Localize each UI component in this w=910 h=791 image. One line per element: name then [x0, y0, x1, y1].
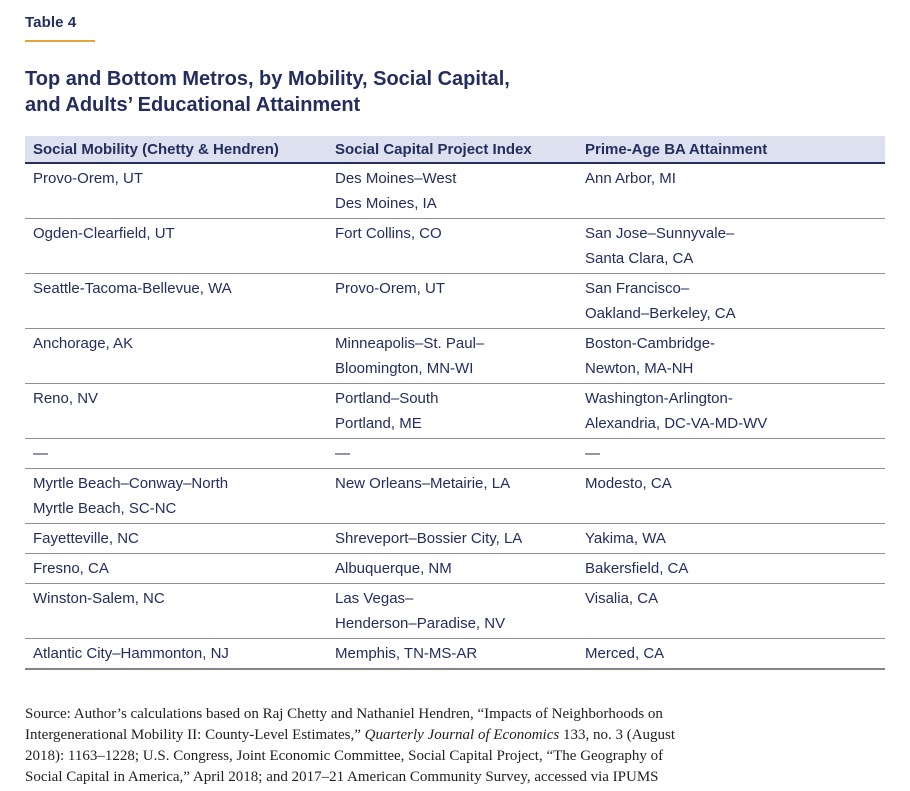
table-cell: Seattle-Tacoma-Bellevue, WA [25, 273, 327, 329]
table-row: — — — [25, 438, 885, 469]
table-body: Provo-Orem, UT Des Moines–West Des Moines,… [25, 163, 885, 670]
column-header-social-capital-index: Social Capital Project Index [327, 136, 577, 164]
table-cell: Reno, NV [25, 383, 327, 439]
table-cell: — [327, 438, 577, 469]
table-cell: Bakersfield, CA [577, 553, 885, 584]
table-cell: Minneapolis–St. Paul– Bloomington, MN-WI [327, 328, 577, 384]
accent-underline [25, 40, 95, 42]
source-text-after: 133, no. 3 (August 2018): 1163–1228; U.S… [25, 727, 676, 785]
table-cell: Fort Collins, CO [327, 218, 577, 274]
table-cell: Merced, CA [577, 638, 885, 670]
table-cell: Boston-Cambridge- Newton, MA-NH [577, 328, 885, 384]
table-cell: Provo-Orem, UT [25, 163, 327, 219]
table-row: Myrtle Beach–Conway–North Myrtle Beach, S… [25, 468, 885, 524]
title-line-2: and Adults’ Educational Attainment [25, 94, 361, 116]
table-cell: Portland–South Portland, ME [327, 383, 577, 439]
column-header-ba-attainment: Prime-Age BA Attainment [577, 136, 885, 164]
table-cell: Fresno, CA [25, 553, 327, 584]
table-row: Fayetteville, NC Shreveport–Bossier City,… [25, 523, 885, 554]
table-cell: Des Moines–West Des Moines, IA [327, 163, 577, 219]
table-cell: Memphis, TN-MS-AR [327, 638, 577, 670]
table-row: Atlantic City–Hammonton, NJ Memphis, TN-M… [25, 638, 885, 670]
table-cell: Winston-Salem, NC [25, 583, 327, 639]
table-cell: — [577, 438, 885, 469]
table-header-row: Social Mobility (Chetty & Hendren) Socia… [25, 136, 885, 164]
table-cell: New Orleans–Metairie, LA [327, 468, 577, 524]
table-cell: San Francisco– Oakland–Berkeley, CA [577, 273, 885, 329]
table-cell: Anchorage, AK [25, 328, 327, 384]
table-cell: — [25, 438, 327, 469]
table-cell: Las Vegas– Henderson–Paradise, NV [327, 583, 577, 639]
table-cell: Modesto, CA [577, 468, 885, 524]
title-line-1: Top and Bottom Metros, by Mobility, Soci… [25, 68, 510, 90]
table-row: Anchorage, AK Minneapolis–St. Paul– Bloomi… [25, 328, 885, 384]
table-cell: Albuquerque, NM [327, 553, 577, 584]
table-row: Seattle-Tacoma-Bellevue, WA Provo-Orem, U… [25, 273, 885, 329]
table-row: Fresno, CA Albuquerque, NM Bakersfield, CA [25, 553, 885, 584]
table-cell: Ann Arbor, MI [577, 163, 885, 219]
table-cell: Provo-Orem, UT [327, 273, 577, 329]
page-title: Top and Bottom Metros, by Mobility, Soci… [25, 66, 885, 118]
table-cell: Shreveport–Bossier City, LA [327, 523, 577, 554]
table-row: Reno, NV Portland–South Portland, ME Washin… [25, 383, 885, 439]
table-row: Winston-Salem, NC Las Vegas– Henderson–Par… [25, 583, 885, 639]
metros-table: Social Mobility (Chetty & Hendren) Socia… [25, 136, 885, 670]
table-row: Provo-Orem, UT Des Moines–West Des Moines,… [25, 163, 885, 219]
table-cell: Washington-Arlington- Alexandria, DC-VA-M… [577, 383, 885, 439]
table-cell: Fayetteville, NC [25, 523, 327, 554]
source-note: Source: Author’s calculations based on R… [25, 704, 697, 788]
table-label: Table 4 [25, 14, 77, 31]
table-cell: Yakima, WA [577, 523, 885, 554]
table-cell: San Jose–Sunnyvale– Santa Clara, CA [577, 218, 885, 274]
source-text-before: Source: Author’s calculations based on R… [25, 706, 663, 743]
table-cell: Myrtle Beach–Conway–North Myrtle Beach, S… [25, 468, 327, 524]
table-cell: Ogden-Clearfield, UT [25, 218, 327, 274]
table-cell: Visalia, CA [577, 583, 885, 639]
table-cell: Atlantic City–Hammonton, NJ [25, 638, 327, 670]
journal-title: Quarterly Journal of Economics [364, 727, 560, 743]
table-row: Ogden-Clearfield, UT Fort Collins, CO San … [25, 218, 885, 274]
column-header-social-mobility: Social Mobility (Chetty & Hendren) [25, 136, 327, 164]
